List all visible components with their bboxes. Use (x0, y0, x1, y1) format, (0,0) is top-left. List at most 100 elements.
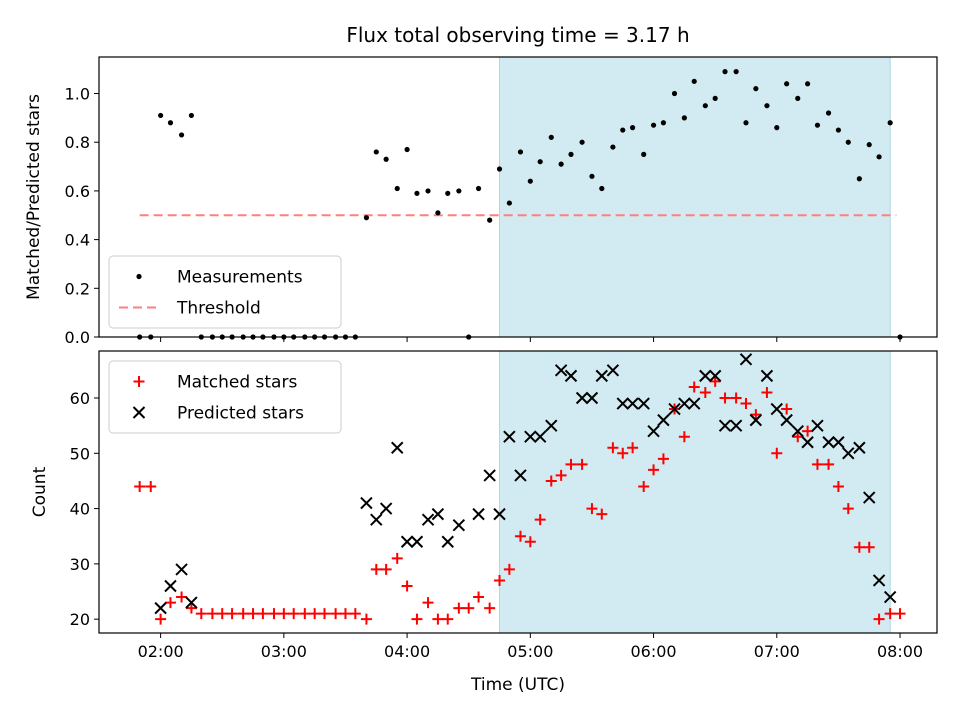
data-point (579, 139, 585, 145)
data-point (739, 353, 753, 366)
data-point (729, 419, 743, 432)
data-point (206, 608, 218, 620)
data-point (425, 188, 431, 194)
data-point (493, 507, 506, 521)
data-point (753, 86, 759, 92)
data-point (349, 608, 361, 620)
data-point (620, 127, 626, 133)
data-point (691, 78, 697, 84)
legend: Matched stars Predicted stars (108, 360, 342, 434)
y-tick-label: 0.8 (65, 133, 90, 152)
data-point (617, 447, 629, 459)
data-point (185, 596, 198, 609)
y-tick-label: 50 (70, 444, 90, 463)
data-point (442, 613, 454, 625)
data-point (650, 122, 657, 128)
y-tick-label: 40 (70, 500, 90, 519)
data-point (394, 185, 400, 192)
data-point (237, 608, 249, 620)
data-point (708, 369, 722, 383)
series-measurements (137, 69, 903, 340)
data-point (823, 458, 835, 470)
data-point (319, 608, 331, 620)
data-point (873, 613, 885, 625)
data-point (373, 149, 379, 155)
data-point (595, 369, 609, 383)
data-point (453, 602, 465, 614)
data-point (610, 144, 616, 150)
data-point (791, 424, 804, 438)
x-tick-label: 02:00 (138, 642, 184, 661)
data-point (496, 166, 503, 172)
data-point (558, 161, 564, 167)
data-point (733, 69, 739, 75)
data-point (391, 441, 404, 454)
data-point (771, 447, 783, 459)
count-panel: 20 30 40 50 60 02:00 03:00 04:00 05:00 06:00 07:00… (30, 350, 938, 661)
data-point (688, 381, 700, 393)
data-point (514, 469, 527, 482)
data-point (678, 397, 691, 410)
legend: Measurements Threshold (108, 255, 342, 329)
data-point (764, 103, 770, 109)
data-point (657, 453, 669, 465)
data-point (856, 176, 862, 182)
data-point (761, 386, 773, 398)
data-point (330, 608, 342, 620)
data-point (195, 608, 207, 620)
data-point (825, 110, 832, 116)
legend-label: Matched stars (177, 373, 297, 393)
data-point (383, 156, 389, 162)
data-point (883, 590, 897, 604)
data-point (699, 369, 712, 383)
data-point (400, 535, 414, 548)
data-point (863, 491, 876, 504)
data-point (185, 602, 197, 614)
data-point (596, 508, 608, 520)
data-point (780, 413, 793, 427)
y-tick-label: 0.2 (65, 279, 90, 298)
data-point (555, 469, 567, 481)
data-point (740, 398, 752, 410)
data-point (853, 541, 865, 553)
x-tick-label: 04:00 (384, 642, 430, 661)
data-point (814, 122, 821, 128)
data-point (475, 185, 482, 192)
data-point (380, 563, 392, 575)
data-point (564, 369, 578, 383)
data-point (410, 535, 424, 548)
data-point (164, 597, 176, 609)
data-point (421, 513, 435, 526)
data-point (360, 496, 373, 510)
data-point (887, 120, 893, 126)
data-point (288, 608, 300, 620)
data-point (565, 458, 577, 470)
data-point (781, 403, 793, 415)
data-point (722, 69, 728, 75)
data-point (175, 563, 188, 576)
data-point (699, 386, 711, 398)
data-point (370, 563, 382, 575)
series-predicted-stars (154, 353, 897, 615)
data-point (876, 154, 882, 160)
legend-marker (133, 376, 145, 387)
data-point (671, 90, 678, 97)
data-point (401, 580, 413, 592)
y-tick-label: 0.4 (65, 231, 90, 250)
data-point (630, 125, 636, 131)
y-tick-label: 1.0 (65, 85, 90, 104)
data-point (802, 425, 814, 437)
data-point (154, 601, 167, 615)
data-point (832, 436, 845, 449)
data-point (514, 530, 526, 542)
data-point (411, 613, 423, 625)
data-point (638, 480, 650, 492)
data-point (167, 120, 174, 126)
y-tick-label: 60 (70, 389, 90, 408)
data-point (188, 112, 195, 119)
data-point (178, 132, 185, 138)
data-point (473, 591, 485, 603)
data-point (339, 608, 351, 620)
data-point (627, 442, 639, 454)
data-point (463, 602, 475, 614)
